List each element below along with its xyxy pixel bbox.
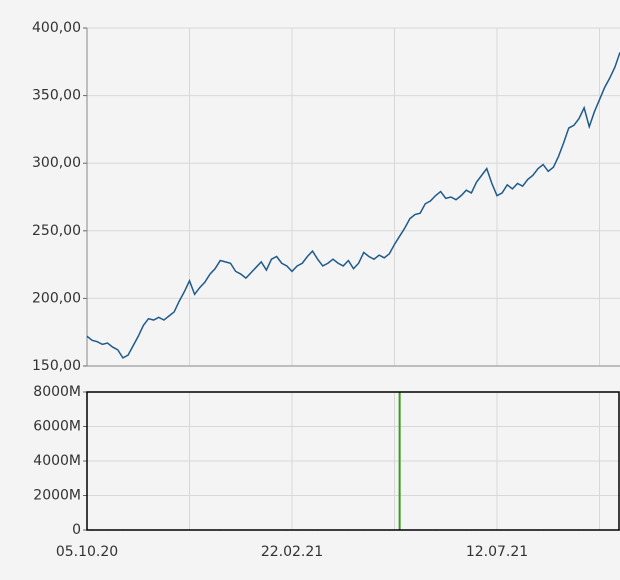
x-tick-label: 12.07.21 [466,544,528,560]
y-tick-label: 400,00 [32,20,81,36]
y-tick-label: 0 [72,522,81,538]
price-line [86,52,620,359]
x-tick-label: 22.02.21 [261,544,323,560]
y-tick-label: 2000M [33,488,81,504]
y-tick-label: 8000M [33,384,81,400]
y-tick-label: 250,00 [32,223,81,239]
y-tick-label: 300,00 [32,155,81,171]
y-tick-label: 6000M [33,419,81,435]
y-tick-label: 200,00 [32,290,81,306]
y-tick-label: 4000M [33,453,81,469]
volume-bar [398,392,401,530]
y-tick-label: 350,00 [32,88,81,104]
x-tick-label: 05.10.20 [56,544,118,560]
plot-frame [86,391,620,531]
y-tick-label: 150,00 [32,358,81,374]
